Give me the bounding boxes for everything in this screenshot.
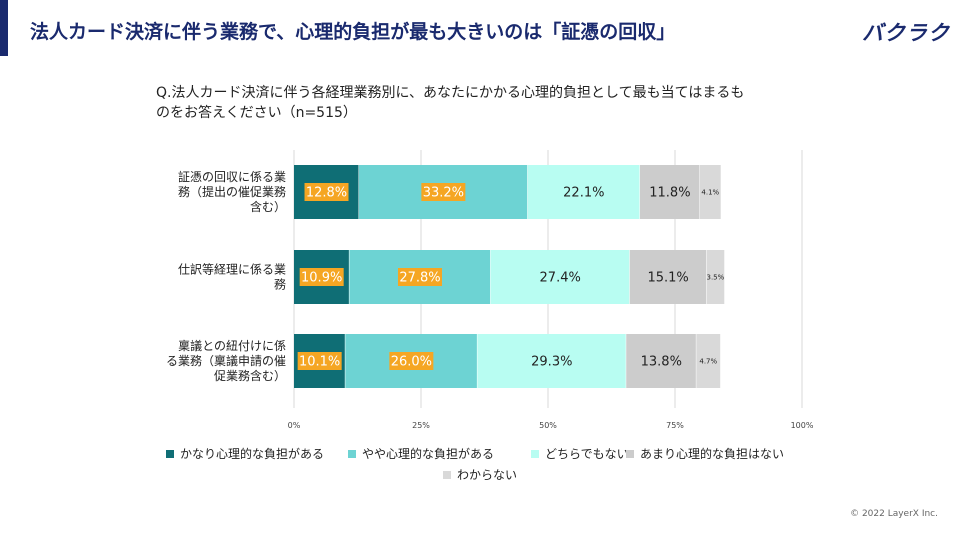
- legend-item: あまり心理的な負担はない: [626, 446, 784, 461]
- data-label: 12.8%: [306, 186, 347, 201]
- bar-segment: [629, 250, 707, 304]
- category-label-line: 務（提出の催促業務: [178, 184, 286, 199]
- legend-swatch: [626, 450, 634, 458]
- legend-item: どちらでもない: [531, 447, 629, 461]
- data-label-highlight: [397, 268, 442, 286]
- data-label: 3.5%: [706, 274, 724, 282]
- data-label: 22.1%: [563, 186, 604, 201]
- bar-segment: [696, 334, 721, 388]
- x-tick-label: 75%: [666, 421, 684, 430]
- brand-logo: バクラク: [862, 21, 950, 45]
- data-label: 27.4%: [540, 271, 581, 286]
- legend-swatch: [443, 471, 451, 479]
- bar-segment: [477, 334, 627, 388]
- category-label-line: 仕訳等経理に係る業: [178, 262, 286, 277]
- x-tick-label: 0%: [288, 421, 301, 430]
- title-accent-bar: [0, 0, 8, 56]
- survey-question-line-1: Q.法人カード決済に伴う各経理業務別に、あなたにかかる心理的負担として最も当ては…: [156, 85, 745, 101]
- data-label: 29.3%: [531, 355, 572, 370]
- category-label-line: 促業務含む）: [214, 368, 286, 383]
- x-tick-label: 100%: [791, 421, 814, 430]
- data-label: 10.1%: [299, 355, 340, 370]
- bar-segment: [527, 165, 640, 219]
- legend-swatch: [166, 450, 174, 458]
- legend-swatch: [348, 450, 356, 458]
- legend-label: どちらでもない: [545, 447, 629, 461]
- category-label-line: 務: [274, 278, 286, 292]
- data-label-highlight: [421, 183, 466, 201]
- copyright: © 2022 LayerX Inc.: [850, 509, 938, 519]
- bar-segment: [490, 250, 630, 304]
- category-label-line: 稟議との紐付けに係: [178, 338, 286, 353]
- bar-segment: [639, 165, 700, 219]
- legend-swatch: [531, 450, 539, 458]
- bar-segment: [626, 334, 697, 388]
- data-label: 33.2%: [423, 186, 464, 201]
- legend-label: かなり心理的な負担がある: [180, 446, 324, 461]
- bar-segment: [699, 165, 721, 219]
- x-tick-label: 50%: [539, 421, 557, 430]
- legend-label: わからない: [457, 468, 517, 482]
- data-label: 13.8%: [641, 355, 682, 370]
- legend-label: あまり心理的な負担はない: [640, 446, 784, 461]
- legend-item: わからない: [443, 468, 517, 482]
- data-label: 4.1%: [701, 189, 719, 197]
- data-label: 27.8%: [399, 271, 440, 286]
- survey-question: Q.法人カード決済に伴う各経理業務別に、あなたにかかる心理的負担として最も当ては…: [156, 83, 816, 123]
- data-label: 11.8%: [649, 186, 690, 201]
- x-tick-label: 25%: [412, 421, 430, 430]
- category-label-line: 含む）: [250, 199, 286, 214]
- category-label-line: 証憑の回収に係る業: [178, 170, 286, 184]
- category-label-line: る業務（稟議申請の催: [166, 353, 286, 368]
- survey-question-line-2: のをお答えください（n=515）: [156, 105, 357, 121]
- data-label-highlight: [299, 268, 344, 286]
- data-label-highlight: [389, 352, 434, 370]
- data-label-highlight: [297, 352, 342, 370]
- data-label: 15.1%: [647, 271, 688, 286]
- legend-label: やや心理的な負担がある: [362, 446, 494, 461]
- page-title: 法人カード決済に伴う業務で、心理的負担が最も大きいのは「証憑の回収」: [30, 21, 676, 43]
- data-label-highlight: [304, 183, 349, 201]
- data-label: 4.7%: [699, 358, 717, 366]
- data-label: 10.9%: [301, 271, 342, 286]
- bar-segment: [706, 250, 725, 304]
- legend-item: やや心理的な負担がある: [348, 446, 494, 461]
- legend-item: かなり心理的な負担がある: [166, 446, 324, 461]
- data-label: 26.0%: [391, 355, 432, 370]
